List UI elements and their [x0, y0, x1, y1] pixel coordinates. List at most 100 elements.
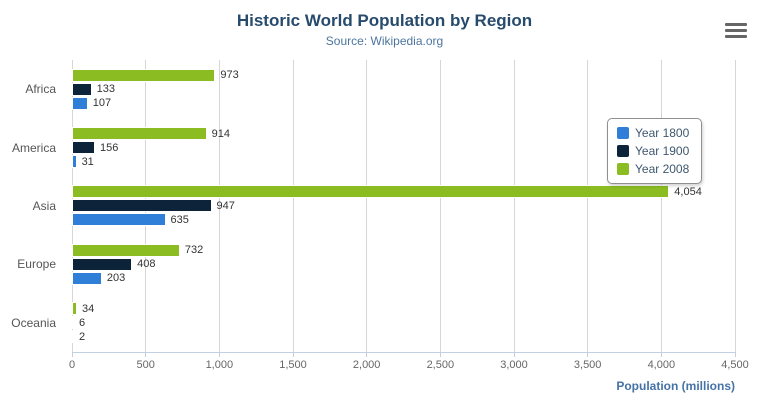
legend-label: Year 2008	[635, 162, 690, 176]
category-label-oceania: Oceania	[11, 315, 56, 330]
bar-row: 6	[72, 316, 735, 330]
axis-tick	[587, 352, 589, 357]
chart-title: Historic World Population by Region	[236, 11, 533, 30]
bar-value-label: 31	[81, 155, 94, 168]
bar-row: 203	[72, 271, 735, 285]
gridline	[513, 60, 515, 352]
bar-year-1900-oceania[interactable]	[72, 316, 74, 330]
bar-row: 2	[72, 330, 735, 344]
bar-value-label: 4,054	[674, 185, 702, 198]
bar-value-label: 2	[79, 330, 86, 343]
category-label-asia: Asia	[32, 199, 56, 214]
legend-label: Year 1900	[635, 144, 690, 158]
plot-bands: 973 133 107 914 156 31 4,054 947 635 732 408 203 34 6…	[72, 60, 735, 352]
legend-item-year-2008[interactable]: Year 2008	[617, 162, 689, 176]
gridline	[292, 60, 294, 352]
bar-row: 156	[72, 141, 735, 155]
x-tick-label: 1,500	[279, 359, 307, 371]
bar-value-label: 973	[220, 69, 239, 82]
bar-year-2008-america[interactable]	[72, 127, 207, 141]
legend-item-year-1900[interactable]: Year 1900	[617, 144, 689, 158]
gridline	[439, 60, 441, 352]
bar-row: 107	[72, 96, 735, 110]
bar-year-1800-africa[interactable]	[72, 96, 88, 110]
y-axis-labels: Africa America Asia Europe Oceania	[0, 60, 64, 352]
axis-tick	[439, 352, 441, 357]
legend-swatch	[617, 163, 629, 175]
hamburger-bar	[725, 35, 747, 38]
category-label-europe: Europe	[17, 257, 56, 272]
bar-row: 408	[72, 257, 735, 271]
legend-swatch	[617, 145, 629, 157]
bar-row: 973	[72, 68, 735, 82]
category-band-africa: 973 133 107	[72, 60, 735, 118]
bar-year-1900-europe[interactable]	[72, 257, 133, 271]
bar-value-label: 947	[216, 199, 235, 212]
x-tick-label: 2,000	[352, 359, 381, 371]
x-axis-labels: 0 500 1,000 1,500 2,000 2,500 3,000 3,500 4,000 4…	[68, 359, 749, 373]
bar-year-1900-asia[interactable]	[72, 199, 212, 213]
legend-items: Year 1800 Year 1900 Year 2008	[617, 126, 689, 176]
bar-value-label: 34	[82, 302, 95, 315]
x-tick-label: 4,000	[647, 359, 676, 371]
bar-year-2008-africa[interactable]	[72, 68, 216, 82]
axis-tick	[145, 352, 147, 357]
category-band-asia: 4,054 947 635	[72, 177, 735, 235]
x-axis-ticks	[71, 352, 736, 358]
x-tick-label: 2,500	[426, 359, 455, 371]
bar-value-label: 203	[106, 272, 126, 285]
gridline	[734, 60, 736, 352]
category-band-oceania: 34 6 2	[72, 294, 735, 352]
x-tick-label: 3,500	[573, 359, 602, 371]
bar-value-label: 914	[211, 127, 231, 140]
bar-year-1800-asia[interactable]	[72, 213, 166, 227]
x-tick-label: 0	[68, 359, 76, 371]
axis-tick	[218, 352, 220, 357]
axis-tick	[734, 352, 736, 357]
hamburger-bar	[725, 29, 747, 32]
bar-value-label: 6	[79, 316, 86, 329]
category-band-europe: 732 408 203	[72, 235, 735, 293]
hamburger-menu-icon[interactable]	[725, 23, 747, 38]
bar-value-label: 133	[96, 83, 115, 96]
x-tick-label: 4,500	[721, 359, 749, 371]
axis-tick	[660, 352, 662, 357]
category-band-america: 914 156 31	[72, 118, 735, 176]
bar-year-1900-america[interactable]	[72, 141, 95, 155]
bar-row: 31	[72, 155, 735, 169]
gridline	[660, 60, 662, 352]
bar-year-1800-oceania[interactable]	[72, 330, 74, 344]
axis-tick	[292, 352, 294, 357]
legend-item-year-1800[interactable]: Year 1800	[617, 126, 689, 140]
gridline	[587, 60, 589, 352]
bar-row: 732	[72, 243, 735, 257]
bar-row: 133	[72, 82, 735, 96]
category-label-africa: Africa	[25, 82, 56, 97]
bar-row: 34	[72, 302, 735, 316]
bar-value-label: 156	[99, 141, 119, 154]
bar-row: 635	[72, 213, 735, 227]
x-tick-label: 3,000	[500, 359, 528, 371]
bar-year-2008-asia[interactable]	[72, 185, 670, 199]
bar-year-2008-oceania[interactable]	[72, 302, 77, 316]
gridline	[218, 60, 220, 352]
axis-tick	[366, 352, 368, 357]
bar-year-2008-europe[interactable]	[72, 243, 180, 257]
bar-value-label: 107	[92, 97, 112, 110]
chart-subtitle: Source: Wikipedia.org	[325, 34, 444, 48]
x-axis-title: Population (millions)	[616, 379, 735, 393]
axis-tick	[71, 352, 73, 357]
bar-year-1800-europe[interactable]	[72, 271, 102, 285]
category-label-america: America	[11, 140, 56, 155]
bar-year-1800-america[interactable]	[72, 155, 77, 169]
bar-value-label: 732	[184, 244, 204, 257]
bar-row: 947	[72, 199, 735, 213]
hamburger-bar	[725, 23, 747, 26]
bar-row: 4,054	[72, 185, 735, 199]
gridline	[366, 60, 368, 352]
bar-year-1900-africa[interactable]	[72, 82, 92, 96]
bar-value-label: 635	[170, 213, 189, 226]
legend-swatch	[617, 127, 629, 139]
x-tick-label: 500	[136, 359, 155, 371]
